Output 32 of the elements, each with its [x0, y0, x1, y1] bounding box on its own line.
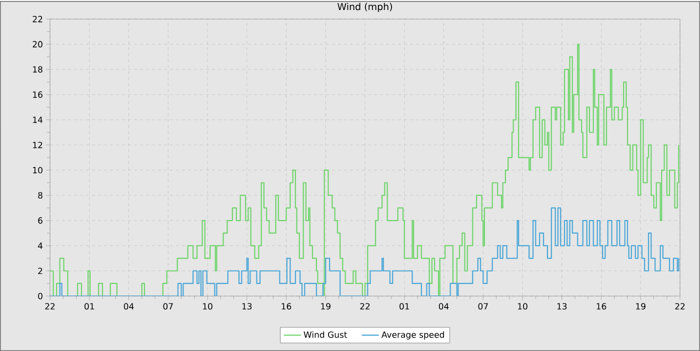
x-tick-label: 13 — [242, 303, 252, 310]
x-tick-label: 04 — [438, 303, 449, 310]
legend-label: Wind Gust — [304, 331, 348, 338]
y-tick-label: 0 — [38, 292, 42, 300]
y-tick-label: 12 — [33, 142, 42, 148]
y-tick-label: 16 — [33, 91, 42, 98]
y-tick-label: 4 — [38, 242, 42, 249]
x-tick-label: 19 — [321, 303, 330, 310]
x-tick-label: 04 — [124, 303, 134, 310]
x-tick-label: 07 — [163, 303, 173, 310]
y-tick-label: 10 — [33, 166, 42, 174]
y-tick-label: 6 — [38, 217, 42, 224]
chart-title: Wind (mph) — [338, 2, 392, 12]
y-tick-label: 22 — [32, 16, 42, 22]
x-tick-label: 01 — [400, 303, 410, 310]
y-tick-label: 8 — [38, 192, 42, 199]
x-tick-label: 22 — [360, 303, 370, 310]
x-tick-label: 07 — [478, 303, 488, 310]
x-tick-label: 19 — [636, 303, 646, 310]
y-tick-label: 18 — [33, 66, 42, 73]
x-tick-label: 16 — [596, 303, 606, 310]
y-tick-label: 14 — [33, 116, 42, 123]
x-tick-label: 10 — [518, 303, 528, 310]
x-tick-label: 01 — [84, 303, 94, 310]
x-tick-label: 22 — [675, 303, 685, 310]
x-tick-label: 10 — [203, 303, 212, 310]
y-tick-label: 2 — [38, 268, 42, 274]
x-tick-label: 13 — [557, 303, 567, 310]
y-tick-label: 20 — [32, 41, 42, 48]
x-tick-label: 22 — [45, 303, 55, 310]
x-tick-label: 16 — [282, 303, 292, 310]
legend-label: Average speed — [381, 331, 444, 340]
